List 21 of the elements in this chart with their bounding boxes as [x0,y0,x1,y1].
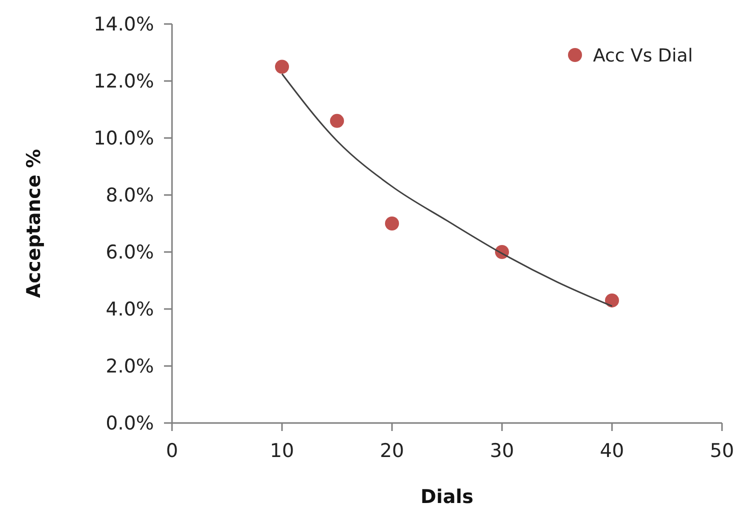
point [275,60,289,74]
y-tick-label: 6.0% [106,242,154,264]
x-tick-label: 40 [600,440,624,462]
x-axis-title: Dials [420,486,474,508]
x-tick-label: 20 [380,440,404,462]
x-tick-label: 50 [710,440,734,462]
y-tick-label: 0.0% [106,412,154,435]
y-tick-label: 14.0% [94,14,154,36]
y-axis-title: Acceptance % [23,149,45,298]
y-tick-label: 12.0% [94,70,154,93]
point [605,293,619,308]
point [330,114,344,128]
y-tick-label: 8.0% [106,184,154,207]
legend-label: Acc Vs Dial [593,45,693,66]
y-tick-label: 10.0% [94,128,154,150]
x-tick-label: 30 [490,440,514,462]
x-tick-label: 10 [270,440,294,462]
x-tick-label: 0 [166,440,178,462]
point [385,216,399,230]
y-tick-label: 4.0% [106,298,154,321]
y-tick-label: 2.0% [106,356,154,378]
